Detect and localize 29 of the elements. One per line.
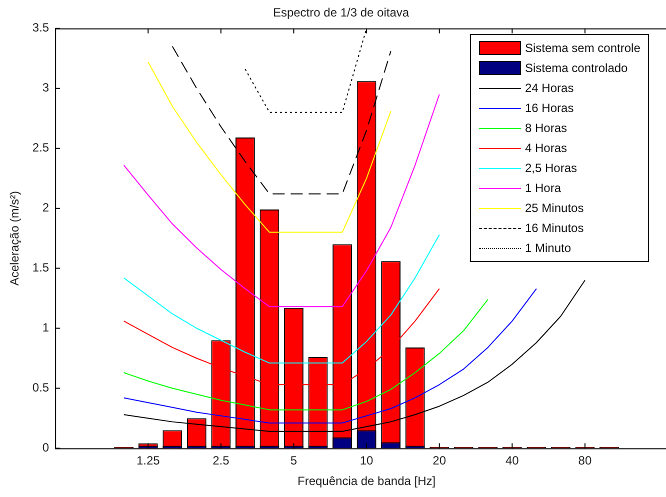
legend-label: 8 Horas: [525, 121, 568, 136]
y-axis-title: Aceleração (m/s²): [8, 190, 22, 286]
y-tick-label: 0.5: [32, 380, 50, 395]
legend-label: 1 Hora: [525, 181, 562, 196]
legend-label: 25 Minutos: [525, 201, 584, 216]
y-tick-label: 1.5: [32, 260, 50, 275]
legend-label: 4 Horas: [525, 141, 568, 156]
x-tick-label: 10: [360, 454, 374, 468]
legend-label: 16 Horas: [525, 101, 574, 116]
y-tick-label: 2.5: [32, 140, 50, 155]
x-tick-label: 40: [505, 454, 520, 468]
legend-label: 24 Horas: [525, 81, 574, 96]
legend-label: 1 Minuto: [525, 241, 572, 256]
chart-title: Espectro de 1/3 de oitava: [272, 6, 410, 20]
y-tick-label: 2: [42, 200, 50, 215]
x-tick-label: 1.25: [136, 454, 160, 468]
legend-label: Sistema sem controle: [525, 41, 640, 56]
x-tick-label: 20: [432, 454, 446, 468]
x-tick-label: 80: [578, 454, 592, 468]
x-tick-label: 2.5: [212, 454, 230, 468]
y-tick-label: 0: [42, 440, 50, 455]
legend-label: Sistema controlado: [525, 61, 628, 76]
legend-label: 16 Minutos: [525, 221, 584, 236]
x-tick-label: 5: [290, 454, 298, 468]
legend-label: 2,5 Horas: [525, 161, 578, 176]
x-axis-title: Frequência de banda [Hz]: [297, 474, 436, 488]
y-tick-label: 1: [42, 320, 50, 335]
y-tick-label: 3.5: [32, 20, 50, 35]
y-tick-label: 3: [42, 80, 50, 95]
